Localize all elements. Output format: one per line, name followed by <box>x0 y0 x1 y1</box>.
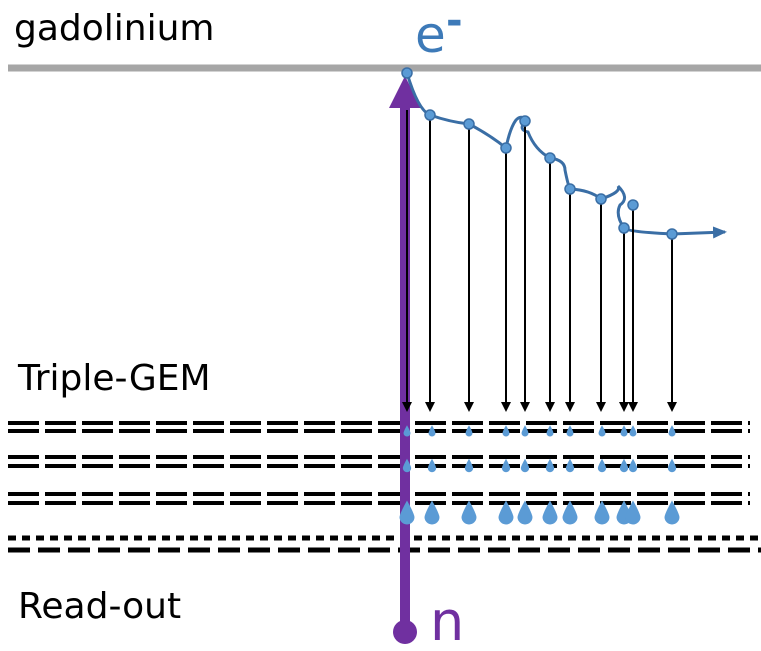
neutron-label: n <box>430 590 464 651</box>
charge-drop <box>619 458 629 473</box>
charge-drop <box>521 425 529 437</box>
ionization-point <box>564 183 576 195</box>
charge-drop <box>620 425 628 437</box>
ionization-points <box>401 67 678 240</box>
gadolinium-label: gadolinium <box>14 8 215 49</box>
charge-drop <box>597 458 607 473</box>
ionization-point <box>595 193 607 205</box>
charge-drop <box>566 425 574 437</box>
charge-drop <box>629 425 637 437</box>
neutron-arrowhead <box>389 76 421 108</box>
ionization-point <box>424 109 436 121</box>
charge-drops <box>399 425 680 525</box>
charge-drop <box>545 458 555 473</box>
charge-drop <box>546 425 554 437</box>
charge-drop <box>562 500 578 525</box>
detector-label: Triple-GEM <box>17 358 211 399</box>
ionization-point <box>544 152 556 164</box>
electron-charge: - <box>446 0 463 44</box>
charge-drop <box>399 500 415 525</box>
ionization-point <box>500 142 512 154</box>
charge-drop <box>664 500 680 525</box>
ionization-point <box>519 115 531 127</box>
charge-drop <box>517 500 533 525</box>
charge-drop <box>628 458 638 473</box>
charge-drop <box>498 500 514 525</box>
charge-drop <box>625 500 641 525</box>
charge-drop <box>598 425 606 437</box>
charge-drop <box>402 458 412 473</box>
ionization-point <box>627 199 639 211</box>
charge-drop <box>428 425 436 437</box>
electron-label: e <box>415 6 446 64</box>
charge-drop <box>542 500 558 525</box>
charge-drop <box>501 458 511 473</box>
gem-foils <box>8 421 750 505</box>
ionization-point <box>401 67 413 79</box>
readout-label: Read-out <box>18 586 181 627</box>
charge-drop <box>520 458 530 473</box>
charge-drop <box>424 500 440 525</box>
drift-arrows <box>402 110 677 412</box>
charge-drop <box>668 425 676 437</box>
charge-drop <box>667 458 677 473</box>
charge-drop <box>565 458 575 473</box>
charge-drop <box>464 458 474 473</box>
electron-track <box>405 72 727 239</box>
charge-drop <box>465 425 473 437</box>
charge-drop <box>594 500 610 525</box>
ionization-point <box>618 222 630 234</box>
ionization-point <box>463 118 475 130</box>
charge-drop <box>461 500 477 525</box>
neutron-dot <box>393 620 417 644</box>
ionization-point <box>666 228 678 240</box>
charge-drop <box>427 458 437 473</box>
charge-drop <box>403 425 411 437</box>
charge-drop <box>502 425 510 437</box>
